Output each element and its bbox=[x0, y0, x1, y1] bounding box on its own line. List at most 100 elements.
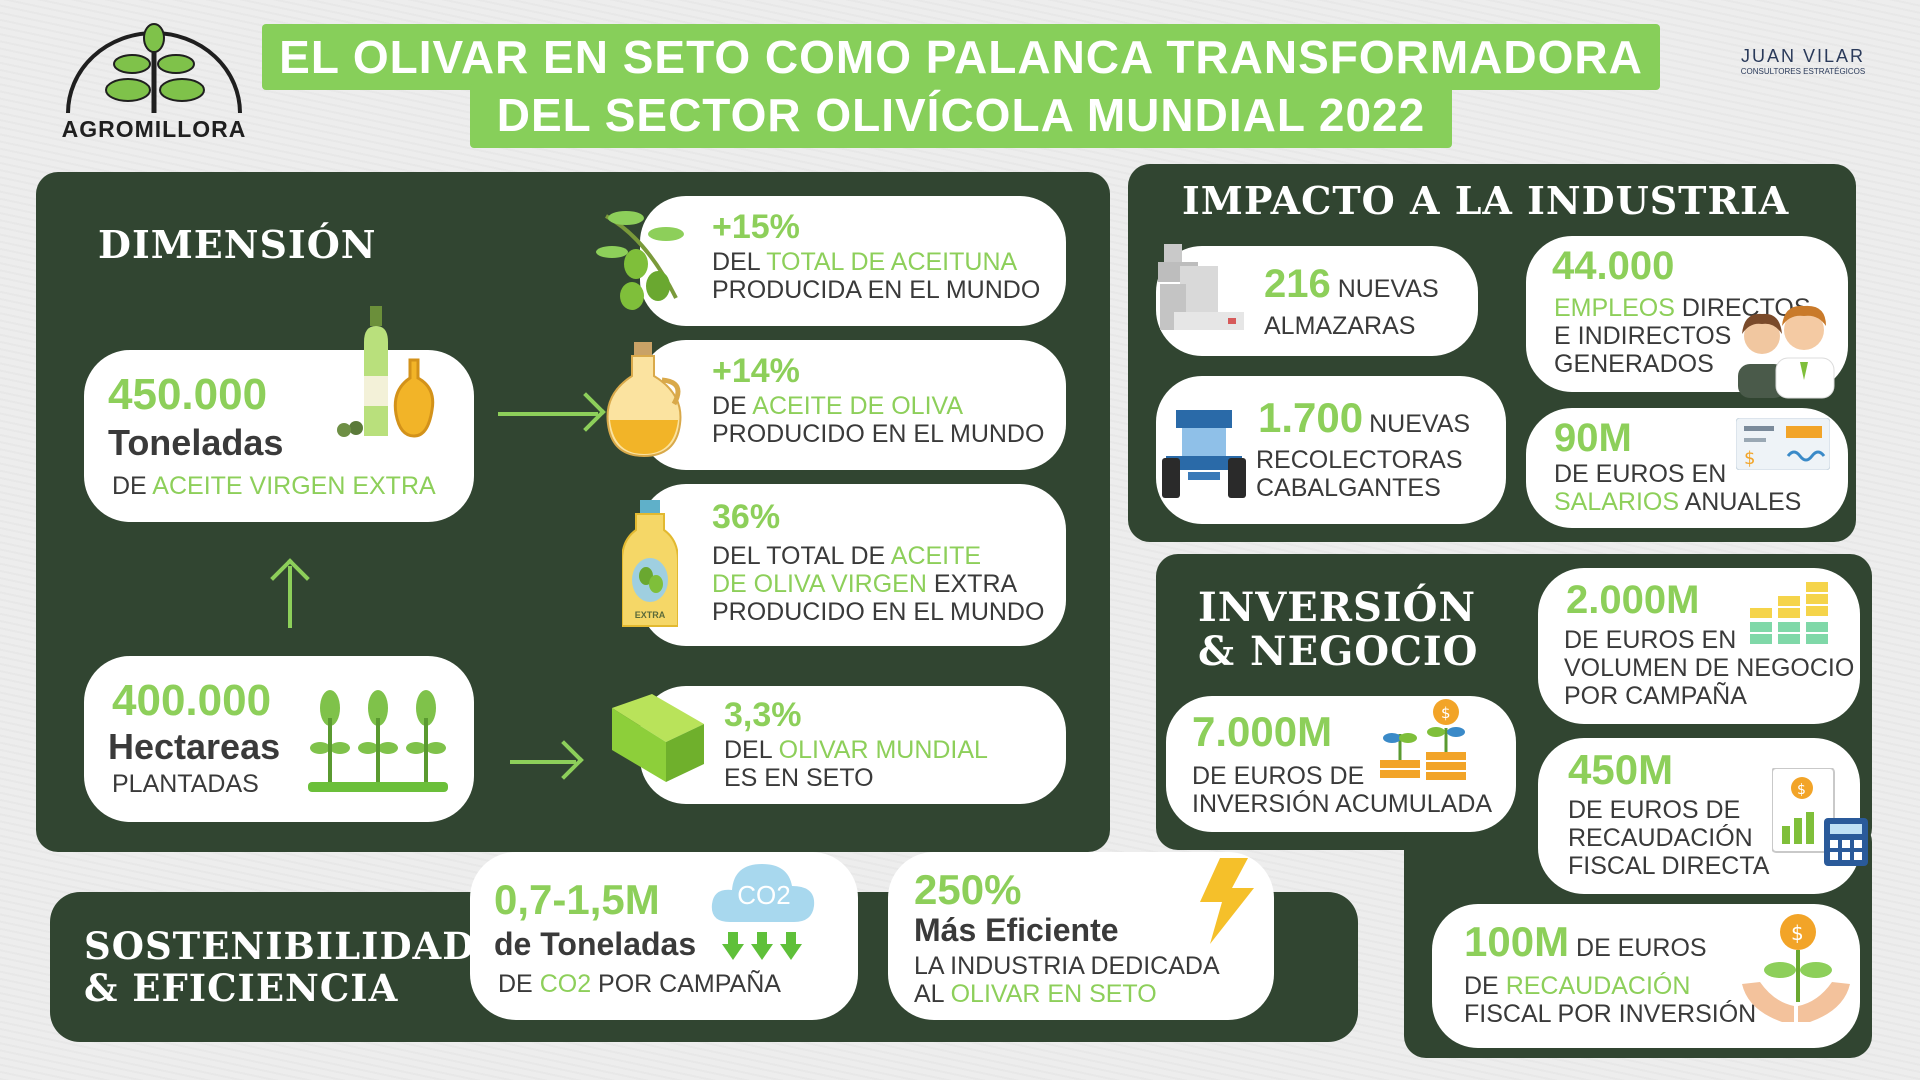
svg-text:$: $ bbox=[1744, 448, 1755, 469]
tax-investment-word: DE EUROS bbox=[1569, 934, 1707, 962]
stat-oil-l1a: DE bbox=[712, 392, 753, 420]
jobs-value: 44.000 bbox=[1552, 244, 1675, 288]
volume-line-3: POR CAMPAÑA bbox=[1564, 682, 1747, 710]
harvesters-word: NUEVAS bbox=[1369, 410, 1471, 438]
evoo-bottle-icon: EXTRA bbox=[621, 500, 679, 632]
stat-olives-l1a: DEL bbox=[712, 248, 767, 276]
volume-value: 2.000M bbox=[1566, 578, 1700, 622]
tax-investment-l2a: DE bbox=[1464, 972, 1506, 1000]
tax-line-3: FISCAL DIRECTA bbox=[1568, 852, 1770, 880]
tax-line-2: RECAUDACIÓN bbox=[1568, 824, 1753, 852]
stat-olives-line-2: PRODUCIDA EN EL MUNDO bbox=[712, 276, 1041, 304]
olive-branch-icon bbox=[596, 211, 684, 310]
efficiency-l2a: AL bbox=[914, 980, 951, 1008]
hectares-unit: Hectareas bbox=[108, 726, 281, 767]
harvesters-card: 1.700 NUEVAS RECOLECTORAS CABALGANTES bbox=[1156, 376, 1506, 524]
oil-tonnes-unit: Toneladas bbox=[108, 422, 284, 463]
stat-evoo-l2b: EXTRA bbox=[926, 570, 1018, 598]
efficiency-line-2: AL OLIVAR EN SETO bbox=[914, 980, 1157, 1008]
sustainability-heading-2: & EFICIENCIA bbox=[84, 966, 399, 1010]
title-banner-bottom bbox=[470, 84, 1452, 148]
industry-heading: IMPACTO A LA INDUSTRIA bbox=[1182, 178, 1790, 223]
jobs-l1a: EMPLEOS bbox=[1554, 294, 1675, 322]
oil-tonnes-desc: DE ACEITE VIRGEN EXTRA bbox=[112, 472, 436, 500]
co2-cloud-label: CO2 bbox=[737, 880, 791, 910]
harvesters-line-2: RECOLECTORAS bbox=[1256, 446, 1463, 474]
stat-card-evoo: 36% DEL TOTAL DE ACEITE DE OLIVA VIRGEN … bbox=[640, 484, 1066, 646]
co2-cloud-icon: CO2 bbox=[710, 858, 818, 964]
mills-word: NUEVAS bbox=[1330, 275, 1439, 303]
partner-sub: CONSULTORES ESTRATÉGICOS bbox=[1740, 67, 1866, 76]
tax-investment-line-2: DE RECAUDACIÓN bbox=[1464, 972, 1690, 1000]
logo-text: AGROMILLORA bbox=[61, 116, 247, 142]
stat-evoo-line-2: DE OLIVA VIRGEN EXTRA bbox=[712, 570, 1017, 598]
workers-icon bbox=[1738, 305, 1835, 399]
stat-evoo-line-3: PRODUCIDO EN EL MUNDO bbox=[712, 598, 1045, 626]
coin-stacks-icon bbox=[1750, 582, 1828, 644]
oil-bottles-icon bbox=[337, 306, 435, 438]
harvester-tractor-icon bbox=[1162, 410, 1246, 498]
accumulated-value: 7.000M bbox=[1192, 708, 1333, 755]
hectares-desc: PLANTADAS bbox=[112, 770, 259, 798]
salaries-l2b: ANUALES bbox=[1679, 488, 1802, 516]
tax-value: 450M bbox=[1568, 746, 1674, 793]
mill-machine-icon bbox=[1158, 244, 1244, 330]
mills-line-1: 216 NUEVAS bbox=[1264, 262, 1439, 307]
tax-investment-l2b: RECAUDACIÓN bbox=[1505, 972, 1691, 1000]
svg-text:$: $ bbox=[1791, 921, 1804, 945]
money-plant-icon: $ bbox=[1380, 699, 1466, 780]
stat-oil-line-2: PRODUCIDO EN EL MUNDO bbox=[712, 420, 1045, 448]
harvesters-line-1: 1.700 NUEVAS bbox=[1258, 394, 1470, 442]
oil-tonnes-value: 450.000 bbox=[108, 370, 268, 419]
stat-evoo-line-1: DEL TOTAL DE ACEITE bbox=[712, 542, 981, 570]
investment-heading-2: & NEGOCIO bbox=[1198, 628, 1479, 675]
co2-desc-b: CO2 bbox=[539, 970, 592, 998]
volume-line-2: VOLUMEN DE NEGOCIO bbox=[1564, 654, 1855, 682]
evoo-bottle-label: EXTRA bbox=[634, 610, 666, 620]
accumulated-line-2: INVERSIÓN ACUMULADA bbox=[1192, 790, 1493, 818]
salaries-line-1: DE EUROS EN bbox=[1554, 460, 1727, 488]
arrow-right-oil bbox=[498, 412, 598, 416]
co2-card: 0,7-1,5M de Toneladas DE CO2 POR CAMPAÑA bbox=[470, 852, 858, 1020]
tax-line-1: DE EUROS DE bbox=[1568, 796, 1741, 824]
stat-hedgerow-value: 3,3% bbox=[724, 696, 802, 734]
stat-evoo-l1a: DEL TOTAL DE bbox=[712, 542, 891, 570]
co2-desc-a: DE bbox=[498, 970, 540, 998]
mills-desc: ALMAZARAS bbox=[1264, 312, 1416, 340]
stat-oil-l1b: ACEITE DE OLIVA bbox=[752, 392, 964, 420]
efficiency-card: 250% Más Eficiente LA INDUSTRIA DEDICADA… bbox=[888, 852, 1274, 1020]
stat-hedgerow-line-1: DEL OLIVAR MUNDIAL bbox=[724, 736, 988, 764]
harvesters-value: 1.700 bbox=[1258, 394, 1364, 441]
stat-card-olives: +15% DEL TOTAL DE ACEITUNA PRODUCIDA EN … bbox=[640, 196, 1066, 326]
lightning-bolt-icon bbox=[1200, 858, 1254, 944]
dimension-heading: DIMENSIÓN bbox=[98, 222, 377, 267]
efficiency-unit: Más Eficiente bbox=[914, 912, 1119, 948]
page-title-line-1: EL OLIVAR EN SETO COMO PALANCA TRANSFORM… bbox=[279, 31, 1643, 83]
hedge-icon bbox=[612, 694, 704, 782]
co2-unit: de Toneladas bbox=[494, 926, 697, 962]
hands-money-plant-icon: $ bbox=[1742, 914, 1850, 1022]
title-banner-top bbox=[262, 24, 1660, 90]
hectares-value: 400.000 bbox=[112, 676, 272, 725]
payslip-icon: $ bbox=[1736, 418, 1830, 470]
stat-olives-line-1: DEL TOTAL DE ACEITUNA bbox=[712, 248, 1017, 276]
page-title-line-2: DEL SECTOR OLIVÍCOLA MUNDIAL 2022 bbox=[496, 89, 1426, 141]
salaries-value: 90M bbox=[1554, 416, 1632, 460]
svg-text:$: $ bbox=[1797, 782, 1806, 798]
stat-olives-l1b: TOTAL DE ACEITUNA bbox=[766, 248, 1018, 276]
stat-hedgerow-line-2: ES EN SETO bbox=[724, 764, 874, 792]
tax-investment-line-3: FISCAL POR INVERSIÓN bbox=[1464, 1000, 1757, 1028]
partner-logo: JUAN VILAR CONSULTORES ESTRATÉGICOS bbox=[1728, 46, 1878, 76]
stat-hedgerow-l1a: DEL bbox=[724, 736, 779, 764]
jobs-line-2: E INDIRECTOS bbox=[1554, 322, 1732, 350]
oil-jug-icon bbox=[606, 342, 682, 458]
accumulated-line-1: DE EUROS DE bbox=[1192, 762, 1365, 790]
co2-desc-c: POR CAMPAÑA bbox=[591, 970, 781, 998]
salaries-line-2: SALARIOS ANUALES bbox=[1554, 488, 1801, 516]
jobs-line-3: GENERADOS bbox=[1554, 350, 1714, 378]
tax-calculator-icon: $ bbox=[1772, 768, 1868, 866]
arrow-right-area bbox=[510, 760, 576, 764]
stat-evoo-value: 36% bbox=[712, 498, 781, 536]
co2-desc: DE CO2 POR CAMPAÑA bbox=[498, 970, 781, 998]
efficiency-line-1: LA INDUSTRIA DEDICADA bbox=[914, 952, 1220, 980]
